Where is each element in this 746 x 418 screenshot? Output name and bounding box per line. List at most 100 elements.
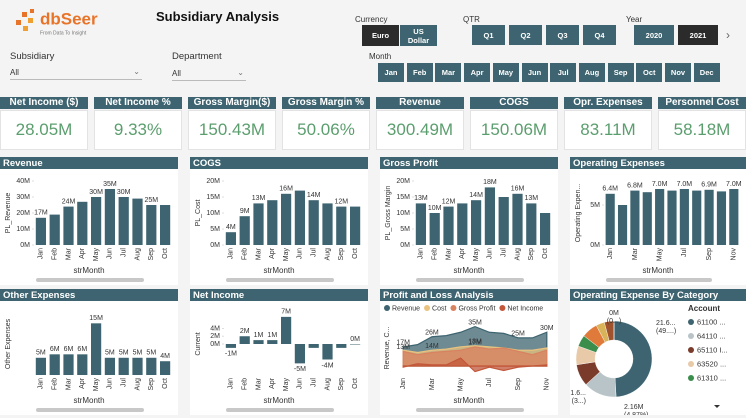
x-tick-label: Oct <box>352 378 359 389</box>
legend-marker <box>688 375 694 381</box>
x-tick-label: Oct <box>162 378 169 389</box>
legend-label: Cost <box>432 305 446 312</box>
y-tick-label: 0M <box>590 242 600 249</box>
bar <box>90 197 102 245</box>
panel-title-bar <box>570 157 746 169</box>
filter-button[interactable]: Dec <box>693 63 720 82</box>
filter-button[interactable]: US Dollar <box>400 25 437 46</box>
data-label: 4M <box>160 353 170 360</box>
kpi-header: COGS <box>470 97 558 109</box>
data-label: 25M <box>144 197 158 204</box>
y-tick-label: 5M <box>400 226 410 233</box>
filter-label: Subsidiary <box>10 51 55 62</box>
filter-button[interactable]: Sep <box>607 63 634 82</box>
next-arrow[interactable]: › <box>726 28 730 42</box>
kpi-header: Gross Margin % <box>282 97 370 109</box>
bar <box>253 340 264 344</box>
data-label: 7.0M <box>677 181 693 188</box>
bar <box>104 189 116 245</box>
tagline: From Data To Insight <box>40 30 87 36</box>
filter-button[interactable]: Aug <box>578 63 605 82</box>
bar <box>415 203 427 245</box>
bar <box>159 205 171 245</box>
data-label: 35M <box>468 319 482 326</box>
chevron: ⌄ <box>237 68 244 77</box>
panel-bg <box>0 289 178 415</box>
panel-title: Net Income <box>193 290 244 301</box>
data-label: 2.16M <box>624 404 644 411</box>
x-tick-label: Sep <box>338 378 345 391</box>
data-label: 0M <box>609 310 619 317</box>
x-tick-label: Oct <box>542 248 549 259</box>
data-label: (3...) <box>572 398 586 405</box>
y-tick-label: 5M <box>210 226 220 233</box>
x-tick-label: Mar <box>429 377 436 390</box>
subsidiary-dropdown[interactable]: All ⌄ <box>10 67 142 80</box>
filter-button[interactable]: Apr <box>464 63 491 82</box>
filter-button[interactable]: Jan <box>378 63 404 82</box>
panel-title-bar <box>380 289 558 301</box>
kpi-value: 9.33% <box>94 110 182 150</box>
filter-button[interactable]: Mar <box>435 63 462 82</box>
kpi-header: Gross Margin($) <box>188 97 276 109</box>
bar <box>49 214 60 245</box>
x-tick-label: Oct <box>162 248 169 259</box>
y-axis-label: Operating Expen... <box>575 184 582 242</box>
filter-button[interactable]: Q1 <box>472 25 505 45</box>
legend-marker <box>688 333 694 339</box>
x-tick-label: May <box>93 248 100 262</box>
kpi-value: 83.11M <box>564 110 652 150</box>
bar <box>35 217 47 245</box>
bar <box>267 200 278 245</box>
data-label: 25M <box>511 331 525 338</box>
data-label: 1M <box>254 332 264 339</box>
panel-title: Gross Profit <box>383 158 439 169</box>
filter-button[interactable]: Jul <box>550 63 577 82</box>
filter-button[interactable]: Q3 <box>546 25 579 45</box>
logo-square <box>23 26 28 31</box>
panel-title-bar <box>380 157 558 169</box>
x-tick-label: Jun <box>487 248 494 259</box>
data-label: 13M <box>396 344 410 351</box>
kpi-value: 300.49M <box>376 110 464 150</box>
kpi-header: Revenue <box>376 97 464 109</box>
x-tick-label: Feb <box>242 248 249 260</box>
data-label: 9M <box>240 208 250 215</box>
filter-button[interactable]: Euro <box>362 25 399 46</box>
bar <box>470 200 482 245</box>
filter-button[interactable]: Oct <box>636 63 663 82</box>
scrollbar <box>416 408 524 412</box>
bar <box>667 190 677 245</box>
bar <box>349 344 361 345</box>
filter-button[interactable]: Q2 <box>509 25 542 45</box>
x-axis-label: strMonth <box>642 266 673 275</box>
bar <box>77 354 88 375</box>
panel-title-bar <box>0 289 178 301</box>
x-tick-label: Sep <box>148 378 155 391</box>
panel-title-bar <box>0 157 178 169</box>
x-tick-label: Apr <box>79 247 86 259</box>
bar <box>132 198 143 245</box>
data-label: 13M <box>414 195 428 202</box>
filter-label: Month <box>369 52 392 61</box>
filter-button[interactable]: 2021 <box>678 25 718 45</box>
x-tick-label: May <box>283 378 290 392</box>
legend-marker <box>688 347 694 353</box>
department-dropdown[interactable]: All ⌄ <box>172 68 246 81</box>
bar <box>457 203 468 245</box>
y-tick-label: 0M <box>210 341 220 348</box>
filter-button[interactable]: Feb <box>406 63 433 82</box>
x-tick-label: Nov <box>731 248 738 261</box>
x-tick-label: Jan <box>607 248 614 259</box>
legend-label: 65110 I... <box>697 345 728 354</box>
data-label: 16M <box>279 186 293 193</box>
filter-button[interactable]: Jun <box>521 63 548 82</box>
bar <box>118 357 129 375</box>
filter-button[interactable]: May <box>492 63 519 82</box>
chart-panel: Operating Expenses Operating Expen... 0M 5M… <box>570 157 746 285</box>
filter-button[interactable]: Q4 <box>583 25 616 45</box>
data-label: 12M <box>442 198 456 205</box>
filter-button[interactable]: Nov <box>665 63 691 82</box>
logo-text: dbSeer <box>40 9 98 28</box>
filter-button[interactable]: 2020 <box>634 25 674 45</box>
